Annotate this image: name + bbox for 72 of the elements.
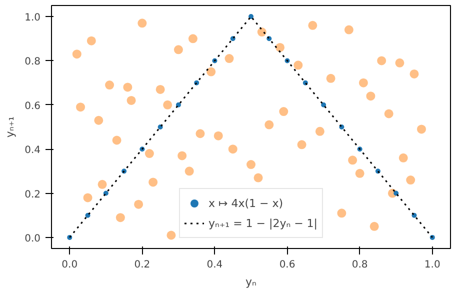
legend-label: x ↦ 4x(1 − x): [208, 196, 284, 210]
y-axis-title: yₙ₊₁: [4, 116, 17, 138]
point: [98, 180, 107, 189]
point: [398, 153, 408, 162]
x-tick-label: 0.2: [134, 260, 150, 270]
point: [348, 156, 358, 165]
y-tick-label: 0.8: [24, 56, 41, 68]
point: [105, 80, 114, 90]
point: [94, 116, 104, 125]
x-tick-label: 0.0: [62, 260, 78, 270]
point: [308, 20, 318, 30]
y-tick-label: 1.0: [24, 12, 41, 24]
point: [366, 92, 376, 101]
point: [384, 109, 394, 118]
point: [166, 230, 176, 240]
point: [188, 34, 198, 44]
y-tick-label: 0.0: [24, 233, 41, 244]
point: [377, 56, 386, 66]
point: [184, 166, 194, 176]
x-tick-label: 0.4: [206, 260, 223, 270]
point: [156, 84, 165, 94]
point: [86, 36, 96, 46]
legend-label: yₙ₊₁ = 1 − |2yₙ − 1|: [208, 216, 318, 230]
point: [148, 178, 158, 187]
point: [83, 193, 92, 202]
y-tick-label: 0.2: [24, 189, 41, 200]
point: [264, 120, 274, 130]
point: [355, 168, 364, 178]
point: [358, 78, 368, 88]
x-tick-label: 0.6: [279, 260, 296, 270]
point: [116, 213, 125, 222]
point: [76, 102, 86, 112]
point: [337, 208, 346, 218]
point: [123, 82, 132, 92]
point: [416, 124, 426, 134]
point: [410, 69, 419, 78]
x-axis-title: yₙ: [246, 276, 256, 288]
x-tick-label: 0.8: [352, 260, 368, 270]
point: [279, 107, 288, 116]
point: [321, 102, 326, 108]
point: [370, 222, 379, 231]
point: [72, 50, 82, 59]
point: [176, 102, 181, 108]
point: [406, 176, 416, 185]
point: [206, 67, 216, 76]
point: [126, 96, 136, 105]
point: [174, 45, 183, 54]
y-tick-label: 0.6: [24, 100, 41, 112]
point: [315, 126, 324, 136]
point: [326, 74, 336, 83]
point: [394, 190, 399, 196]
point: [228, 144, 238, 154]
point: [163, 100, 172, 110]
point: [178, 151, 187, 160]
point: [254, 173, 263, 182]
point: [134, 200, 144, 209]
point: [214, 131, 223, 140]
point: [196, 129, 205, 138]
point: [248, 14, 254, 20]
point: [246, 160, 256, 170]
x-tick-label: 1.0: [424, 260, 440, 270]
point: [344, 25, 354, 34]
point: [395, 58, 404, 68]
point: [297, 140, 306, 150]
point: [144, 149, 154, 158]
point: [224, 54, 234, 64]
point: [138, 18, 147, 28]
point: [112, 136, 122, 145]
point: [294, 60, 303, 70]
y-tick-label: 0.4: [24, 145, 41, 156]
point: [276, 42, 285, 52]
point: [85, 212, 90, 218]
